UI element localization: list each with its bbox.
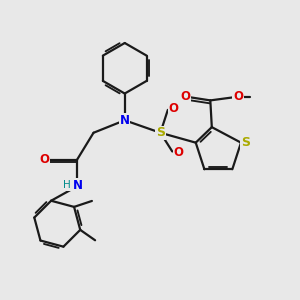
Text: O: O	[40, 153, 50, 166]
Text: N: N	[120, 114, 130, 127]
Text: H: H	[64, 180, 71, 190]
Text: O: O	[180, 90, 190, 103]
Text: O: O	[174, 146, 184, 160]
Text: O: O	[169, 102, 179, 115]
Text: N: N	[73, 178, 83, 192]
Text: S: S	[156, 126, 165, 139]
Text: S: S	[241, 136, 250, 149]
Text: O: O	[233, 90, 243, 103]
